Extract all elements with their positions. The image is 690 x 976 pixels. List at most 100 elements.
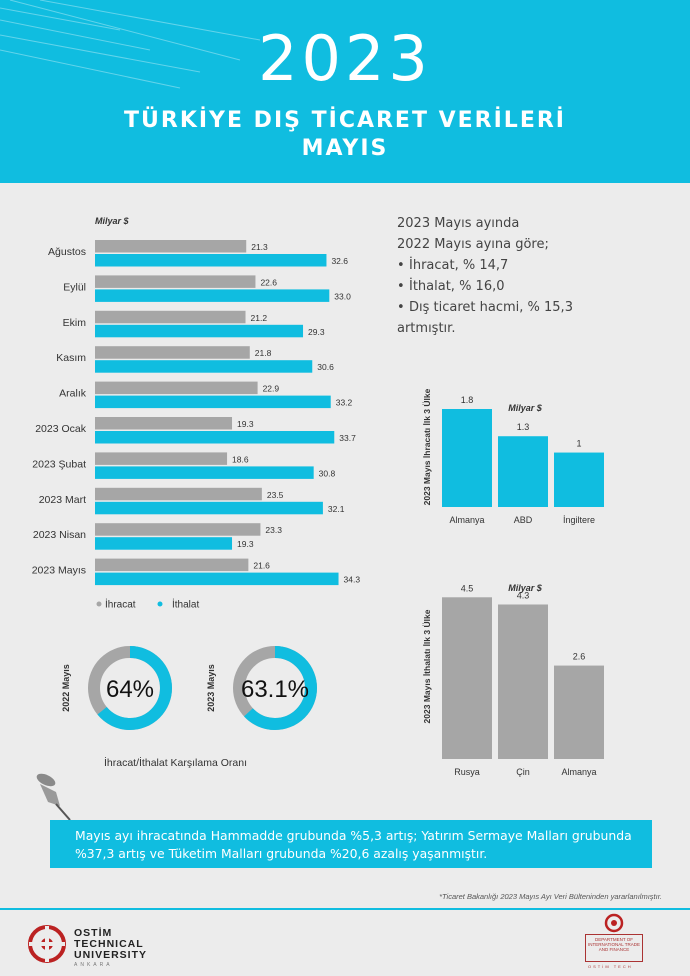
donut-2023: 63.1% 2023 Mayıs — [206, 646, 317, 730]
legend-label-exports: İhracat — [105, 598, 136, 611]
chart-unit-label: Milyar $ — [95, 216, 130, 226]
summary-item-imports: İthalat, % 16,0 — [397, 276, 573, 297]
donut-2022-ring-coverage — [88, 646, 172, 730]
export-value-label: 21.3 — [251, 242, 268, 252]
category-label: Kasım — [56, 352, 86, 364]
import-bar — [95, 254, 327, 267]
import-bar — [95, 395, 331, 409]
donut-2023-ring-coverage — [233, 646, 317, 730]
export-bar — [95, 452, 228, 465]
page-title: TÜRKİYE DIŞ TİCARET VERİLERİ — [124, 108, 566, 133]
export-top3-category-label: İngiltere — [563, 515, 595, 525]
university-name-line3: UNIVERSITY — [74, 949, 148, 961]
export-top3-value-label: 1 — [576, 439, 581, 449]
summary-list: İhracat, % 14,7 İthalat, % 16,0 Dış tica… — [397, 255, 573, 318]
import-bar — [95, 289, 330, 302]
category-label: 2023 Şubat — [32, 458, 86, 470]
export-value-label: 19.3 — [237, 419, 254, 429]
export-top3-bar — [554, 452, 604, 507]
export-top3-value-label: 1.8 — [461, 395, 474, 405]
source-footnote: *Ticaret Bakanlığı 2023 Mayıs Ayı Veri B… — [439, 892, 662, 901]
import-top3-unit-label: Milyar $ — [508, 583, 543, 593]
import-bar — [95, 360, 313, 373]
export-value-label: 23.5 — [267, 490, 284, 500]
export-bar — [95, 558, 249, 572]
university-city: ANKARA — [74, 962, 113, 968]
category-label: 2023 Mart — [39, 494, 86, 506]
import-value-label: 33.7 — [339, 433, 356, 443]
import-value-label: 33.0 — [334, 291, 351, 301]
export-top3-bar — [498, 436, 548, 507]
page-subtitle: MAYIS — [301, 136, 389, 161]
header-decoration — [0, 0, 261, 89]
pushpin-icon — [36, 773, 71, 821]
summary-line-end: artmıştır. — [397, 321, 456, 336]
summary-item-exports: İhracat, % 14,7 — [397, 255, 573, 276]
department-sub: OSTİM TECH — [588, 964, 633, 969]
export-top3-category-label: Almanya — [449, 515, 484, 525]
legend-label-imports: İthalat — [172, 598, 199, 611]
import-value-label: 29.3 — [308, 327, 325, 337]
import-top3-value-label: 4.3 — [517, 590, 530, 600]
header-banner: 2023 TÜRKİYE DIŞ TİCARET VERİLERİ MAYIS — [0, 0, 690, 183]
legend-marker-exports — [96, 601, 102, 607]
export-value-label: 23.3 — [265, 525, 282, 535]
summary-item-volume: Dış ticaret hacmi, % 15,3 — [397, 297, 573, 318]
import-top3-bar — [498, 604, 548, 759]
import-top3-category-label: Rusya — [454, 767, 480, 777]
import-bar — [95, 324, 304, 338]
import-value-label: 33.2 — [336, 398, 353, 408]
import-bar — [95, 431, 335, 444]
export-value-label: 21.2 — [251, 313, 268, 323]
import-top3-bar — [442, 597, 492, 759]
university-logo-icon — [28, 925, 66, 963]
export-value-label: 22.6 — [260, 277, 277, 287]
export-bar — [95, 381, 258, 395]
category-label: Ağustos — [48, 246, 86, 258]
university-name-line2: TECHNICAL — [74, 938, 144, 950]
donut-caption: İhracat/İthalat Karşılama Oranı — [104, 757, 247, 769]
import-top3-value-label: 4.5 — [461, 583, 474, 593]
export-bar — [95, 310, 246, 324]
summary-text: 2023 Mayıs ayında 2022 Mayıs ayına göre;… — [397, 213, 573, 339]
import-value-label: 32.6 — [331, 256, 348, 266]
export-bar — [95, 275, 256, 288]
import-value-label: 19.3 — [237, 539, 254, 549]
donut-2022-label: 2022 Mayıs — [61, 664, 71, 712]
legend-marker-imports — [157, 601, 163, 607]
donut-2023-value: 63.1% — [241, 676, 309, 703]
import-value-label: 32.1 — [328, 504, 345, 514]
export-bar — [95, 523, 261, 536]
monthly-trade-bar-chart: Milyar $ Ağustos 21.3 32.6 Eylül 22.6 33.0 Ekim… — [32, 216, 361, 611]
export-top3-unit-label: Milyar $ — [508, 403, 543, 413]
import-bar — [95, 537, 233, 550]
export-bar — [95, 346, 250, 359]
import-top3-chart: Milyar $ 2023 Mayıs İthalatı İlk 3 Ülke 4.… — [422, 583, 604, 777]
export-bar — [95, 417, 233, 430]
highlight-banner — [50, 820, 652, 868]
university-name-line1: OSTİM — [74, 927, 113, 939]
import-value-label: 34.3 — [344, 575, 361, 585]
summary-line1: 2023 Mayıs ayında — [397, 216, 520, 231]
import-bar — [95, 501, 323, 515]
export-value-label: 22.9 — [263, 384, 280, 394]
import-bar — [95, 572, 339, 586]
category-label: Ekim — [63, 317, 87, 329]
category-label: Aralık — [59, 388, 87, 400]
summary-line2: 2022 Mayıs ayına göre; — [397, 237, 549, 252]
export-top3-chart: Milyar $ 2023 Mayıs İhracatı İlk 3 Ülke 1.… — [422, 388, 604, 525]
department-logo-icon — [604, 913, 624, 933]
export-top3-bar — [442, 409, 492, 507]
university-name: OSTİM TECHNICAL UNIVERSITY — [74, 928, 147, 961]
donut-2022: 64% 2022 Mayıs — [61, 646, 172, 730]
donut-2022-value: 64% — [106, 676, 154, 703]
footer-divider — [0, 908, 690, 910]
import-top3-axis-label: 2023 Mayıs İthalatı İlk 3 Ülke — [422, 609, 432, 723]
import-top3-category-label: Almanya — [561, 767, 596, 777]
export-bar — [95, 240, 247, 253]
year-title: 2023 — [258, 22, 432, 95]
category-label: 2023 Mayıs — [32, 565, 86, 577]
category-label: 2023 Nisan — [33, 529, 86, 541]
category-label: 2023 Ocak — [35, 423, 87, 435]
import-bar — [95, 466, 314, 479]
